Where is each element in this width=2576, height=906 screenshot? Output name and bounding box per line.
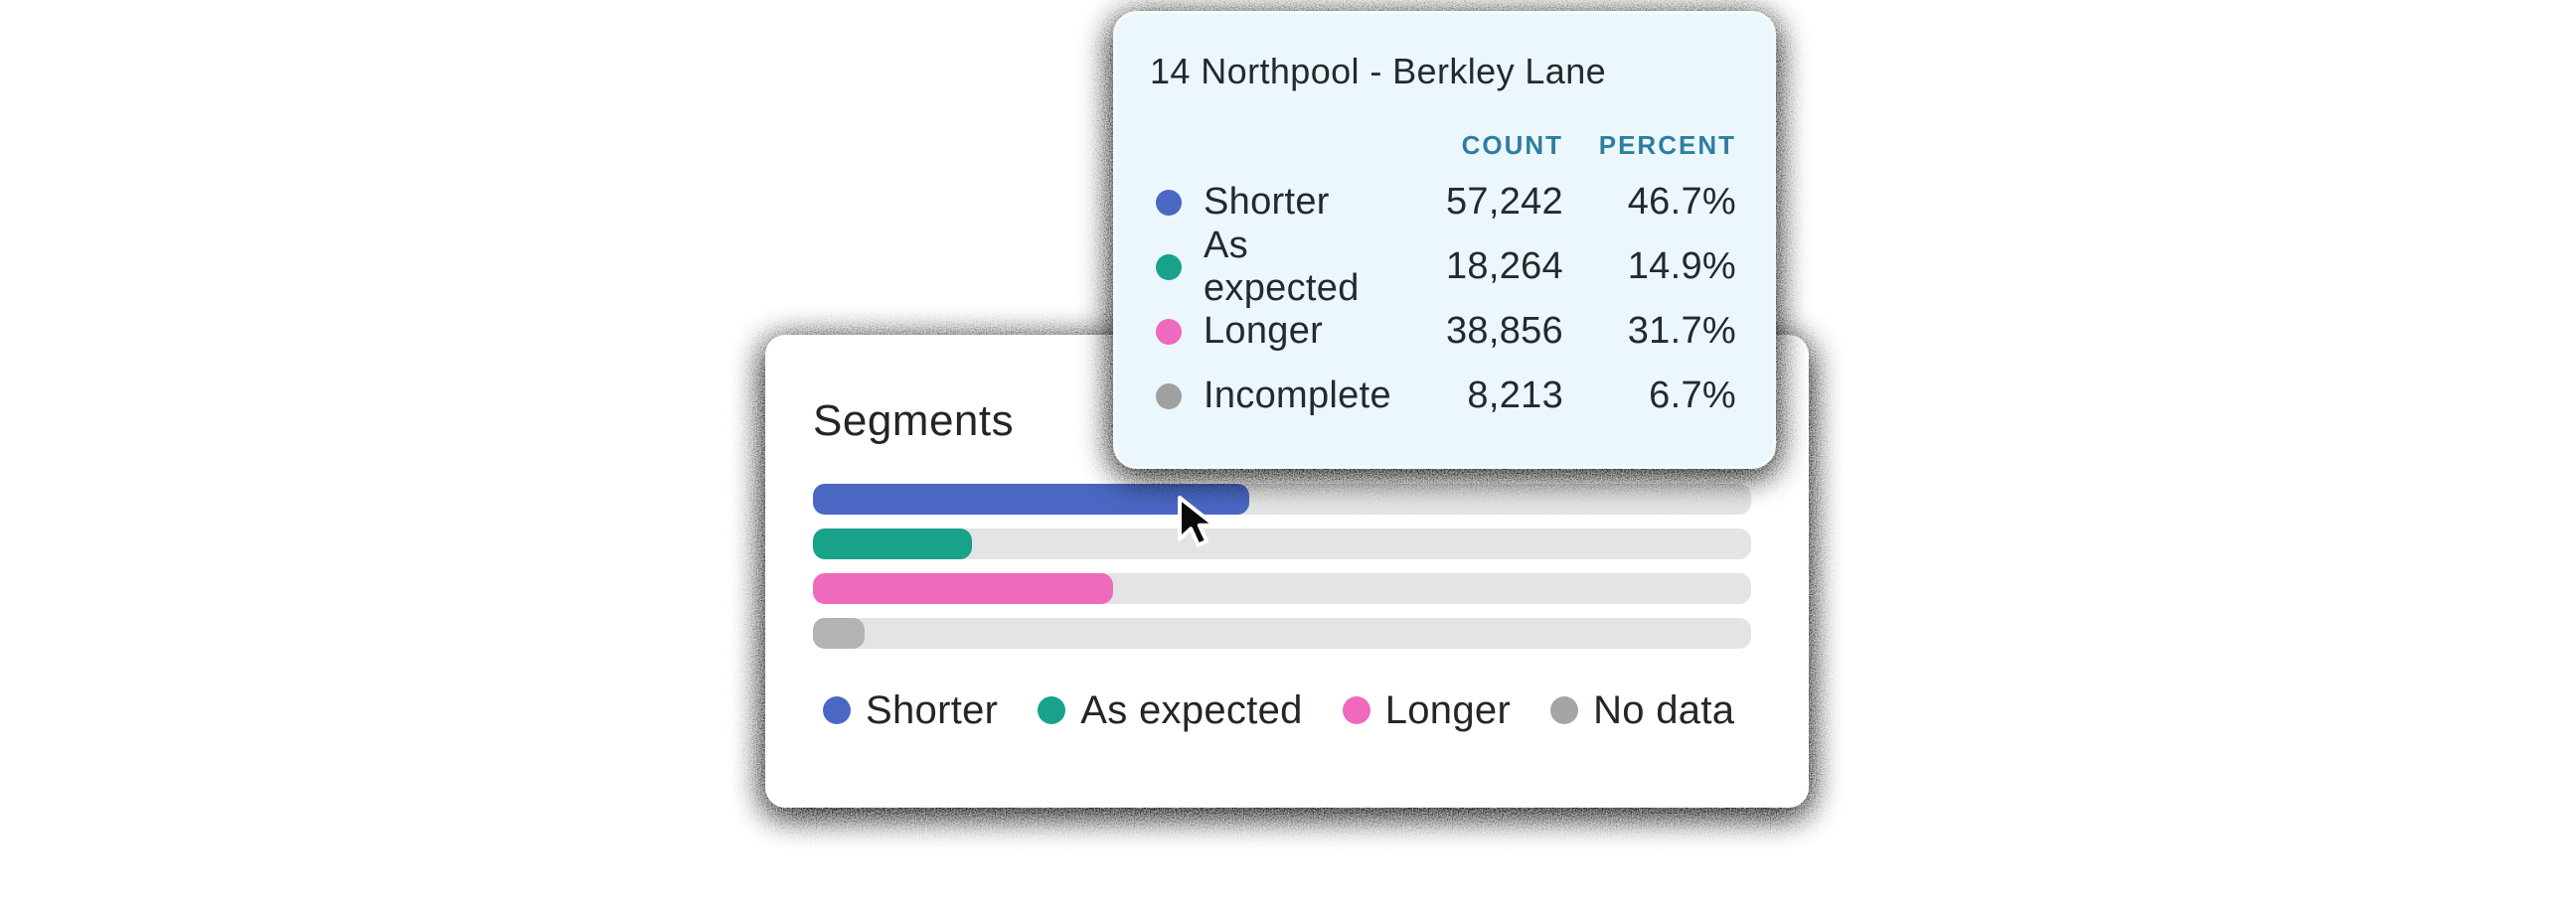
row-label: Shorter	[1204, 181, 1330, 223]
legend-label: Shorter	[866, 688, 999, 732]
bar-fill-longer	[813, 573, 1114, 604]
bar-fill-no-data	[813, 618, 865, 649]
segment-bar-shorter[interactable]	[813, 484, 1751, 515]
row-percent: 14.9%	[1627, 245, 1736, 287]
tooltip-table-header: COUNT PERCENT	[1150, 130, 1736, 160]
tooltip-card: 14 Northpool - Berkley Lane COUNT PERCEN…	[1113, 11, 1776, 469]
row-percent: 31.7%	[1627, 310, 1736, 352]
bar-fill-shorter	[813, 484, 1249, 515]
segments-card: Segments Shorter As expected	[765, 335, 1809, 808]
card-title: Segments	[813, 396, 1015, 445]
tooltip-row-shorter: Shorter 57,242 46.7%	[1150, 170, 1736, 234]
tooltip-row-as-expected: As expected 18,264 14.9%	[1150, 225, 1736, 309]
segment-bar-as-expected[interactable]	[813, 528, 1751, 559]
legend-item-shorter[interactable]: Shorter	[823, 688, 998, 732]
row-percent: 6.7%	[1649, 375, 1736, 416]
dot-icon	[823, 696, 851, 724]
legend-label: As expected	[1080, 688, 1303, 732]
legend-item-longer[interactable]: Longer	[1342, 688, 1512, 732]
tooltip-title: 14 Northpool - Berkley Lane	[1150, 51, 1607, 91]
legend-label: No data	[1593, 688, 1735, 732]
row-label: Incomplete	[1204, 375, 1391, 416]
row-count: 38,856	[1445, 310, 1563, 352]
legend-label: Longer	[1384, 688, 1512, 732]
bar-chart	[813, 484, 1751, 649]
dot-icon	[1550, 696, 1579, 724]
row-label: Longer	[1204, 310, 1324, 352]
dot-icon	[1342, 696, 1370, 724]
column-header-percent: PERCENT	[1598, 130, 1736, 160]
column-header-count: COUNT	[1461, 130, 1563, 160]
row-count: 57,242	[1445, 181, 1563, 223]
row-label: As expected	[1204, 224, 1360, 309]
dot-icon	[1038, 696, 1066, 724]
dot-icon	[1156, 382, 1182, 409]
segment-bar-no-data[interactable]	[813, 618, 1751, 649]
mouse-cursor-icon	[1178, 496, 1217, 547]
tooltip-row-longer: Longer 38,856 31.7%	[1150, 299, 1736, 364]
legend-item-as-expected[interactable]: As expected	[1038, 688, 1302, 732]
segment-bar-longer[interactable]	[813, 573, 1751, 604]
row-count: 8,213	[1467, 375, 1563, 416]
tooltip-table-body: Shorter 57,242 46.7% As expected 18,264 …	[1150, 170, 1736, 428]
dot-icon	[1156, 318, 1182, 345]
legend-item-no-data[interactable]: No data	[1550, 688, 1734, 732]
row-percent: 46.7%	[1627, 181, 1736, 223]
bar-fill-as-expected	[813, 528, 973, 559]
dot-icon	[1156, 253, 1182, 280]
row-count: 18,264	[1445, 245, 1563, 287]
legend: Shorter As expected Longer No data	[823, 688, 1751, 732]
dot-icon	[1156, 189, 1182, 216]
tooltip-row-incomplete: Incomplete 8,213 6.7%	[1150, 364, 1736, 428]
